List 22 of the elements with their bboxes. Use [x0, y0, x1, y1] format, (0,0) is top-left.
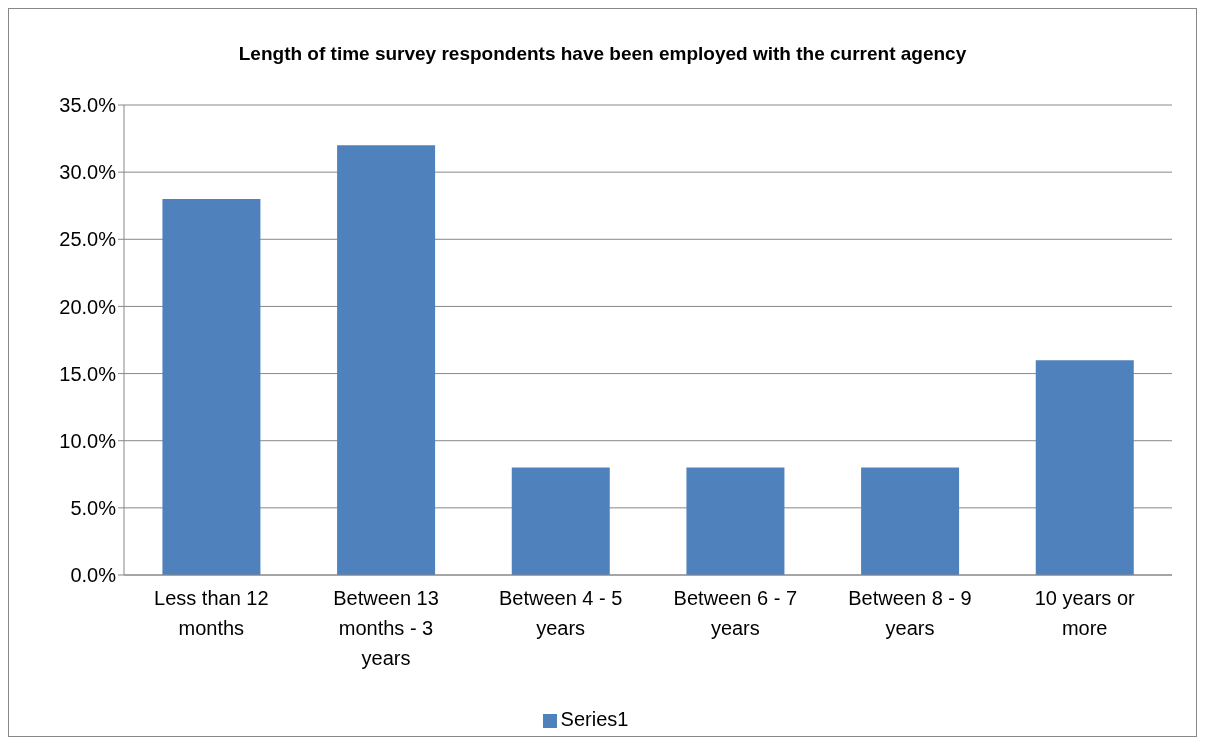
x-tick-label: Less than 12 months	[154, 587, 269, 639]
y-tick-label: 20.0%	[59, 295, 117, 318]
bar	[861, 467, 960, 575]
x-tick-label: Between 4 - 5 years	[498, 587, 623, 639]
y-tick-label: 5.0%	[70, 496, 117, 519]
chart-title: Length of time survey respondents have been employed with the current agency	[237, 43, 968, 65]
y-tick-label: 25.0%	[59, 228, 117, 251]
bar	[511, 467, 610, 575]
y-tick-label: 15.0%	[59, 362, 117, 385]
x-tick-label: Between 13 months - 3 years	[333, 587, 439, 669]
bar	[337, 145, 436, 575]
bar	[162, 199, 261, 575]
y-tick-label: 0.0%	[70, 564, 117, 587]
y-tick-label: 35.0%	[59, 94, 117, 117]
bar	[1035, 360, 1134, 575]
legend-label: Series1	[560, 708, 629, 730]
x-tick-label: Between 8 - 9 years	[848, 587, 972, 639]
bar	[686, 467, 785, 575]
y-tick-label: 10.0%	[59, 429, 117, 452]
x-tick-label: 10 years or more	[1034, 587, 1136, 639]
x-tick-label: Between 6 - 7 years	[673, 587, 798, 639]
y-tick-label: 30.0%	[59, 161, 117, 184]
